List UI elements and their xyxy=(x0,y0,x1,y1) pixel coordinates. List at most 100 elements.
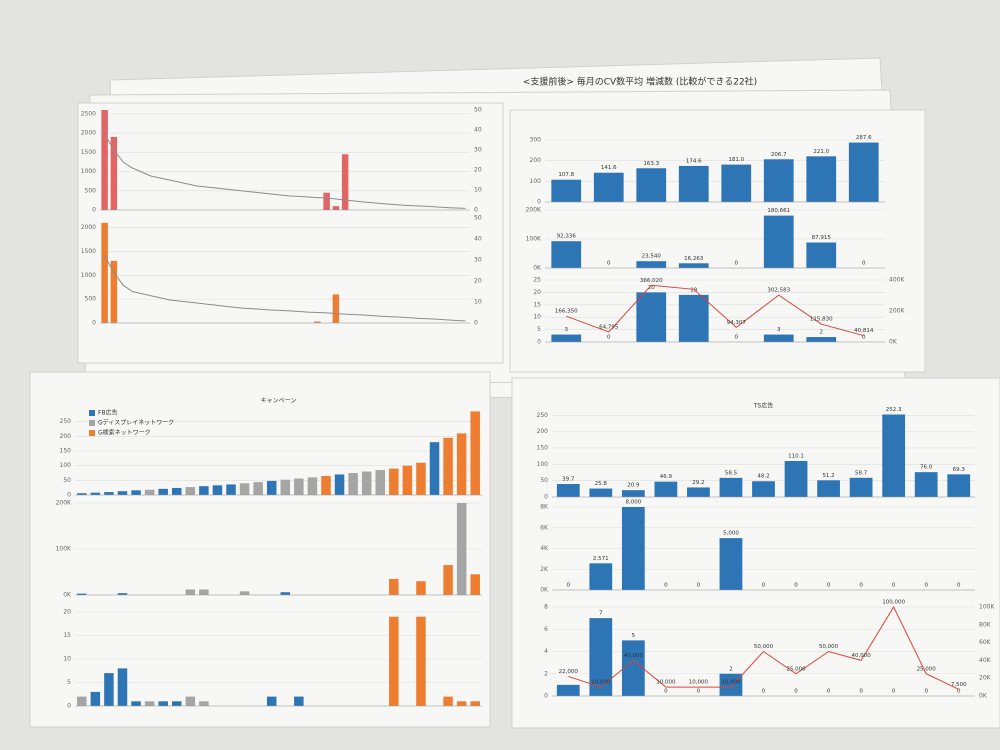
bar xyxy=(131,490,141,495)
bar xyxy=(307,477,318,495)
bar xyxy=(806,337,837,342)
data-label: 87,915 xyxy=(812,235,832,241)
bar xyxy=(389,468,399,495)
bar xyxy=(185,696,196,706)
data-label: 50,000 xyxy=(819,644,839,650)
bar xyxy=(77,593,87,595)
tick-label: 0K xyxy=(533,265,542,272)
sheet xyxy=(77,102,504,364)
data-label: 20.9 xyxy=(627,483,640,489)
tick-label: 0K xyxy=(540,587,549,594)
bar xyxy=(678,294,709,342)
data-label: 10,000 xyxy=(656,680,676,686)
bar xyxy=(556,484,580,497)
legend-label: FB広告 xyxy=(98,409,118,417)
line xyxy=(104,255,466,322)
data-label: 287.6 xyxy=(856,135,872,141)
tick-label: 60K xyxy=(979,639,992,646)
bar xyxy=(280,592,291,595)
tick-label: 200K xyxy=(889,308,905,315)
data-label: 40,814 xyxy=(854,328,874,334)
tick-label: 400K xyxy=(889,277,905,284)
bar xyxy=(199,486,209,495)
tick-label: 4K xyxy=(540,545,549,552)
bar xyxy=(348,473,358,495)
tick-label: 0 xyxy=(67,492,71,499)
bar xyxy=(172,701,182,706)
bar xyxy=(589,488,613,497)
data-label: 0 xyxy=(859,583,863,589)
tick-label: 6 xyxy=(544,626,548,633)
tick-label: 80K xyxy=(979,621,992,628)
tick-label: 100 xyxy=(60,462,72,469)
data-label: 0 xyxy=(924,689,928,695)
data-label: 0 xyxy=(762,583,766,589)
header: <支援前後> 毎月のCV数平均 増減数 (比較ができる22社) xyxy=(523,76,757,88)
tick-label: 250 xyxy=(537,412,549,419)
tick-label: 10 xyxy=(533,314,541,321)
bar xyxy=(456,503,467,595)
tick-label: 20 xyxy=(474,167,482,174)
bar xyxy=(375,470,385,495)
line xyxy=(104,133,466,209)
bar xyxy=(110,260,118,323)
data-label: 252.3 xyxy=(886,407,902,413)
tick-label: 200K xyxy=(526,207,542,214)
tick-label: 500 xyxy=(85,187,97,194)
tick-label: 150 xyxy=(60,448,72,455)
bar xyxy=(763,215,794,268)
bar xyxy=(294,696,304,706)
bar xyxy=(589,618,613,696)
tick-label: 1500 xyxy=(81,248,96,255)
tick-label: 0K xyxy=(63,592,72,599)
bar xyxy=(104,492,114,495)
tick-label: 20K xyxy=(979,675,992,682)
tick-label: 1000 xyxy=(81,272,96,279)
data-label: 0 xyxy=(827,583,831,589)
tick-label: 200 xyxy=(60,433,72,440)
tick-label: 200 xyxy=(530,157,542,164)
tick-label: 0K xyxy=(979,693,988,700)
data-label: 64,795 xyxy=(599,324,619,330)
bar xyxy=(806,242,837,268)
bar xyxy=(280,479,291,495)
bar xyxy=(77,493,87,495)
legend-label: Gディスプレイネットワーク xyxy=(98,419,174,427)
bar xyxy=(239,483,250,495)
tick-label: 0 xyxy=(544,494,548,501)
bar xyxy=(314,321,321,323)
bar xyxy=(321,475,331,495)
data-label: 58.7 xyxy=(855,470,868,476)
bar xyxy=(144,701,155,706)
bar xyxy=(849,477,873,497)
data-label: 0 xyxy=(862,335,866,341)
tick-label: 50 xyxy=(474,107,482,114)
data-label: 0 xyxy=(664,583,668,589)
tick-label: 0 xyxy=(537,199,541,206)
data-label: 29.2 xyxy=(692,480,704,486)
tick-label: 100K xyxy=(526,236,542,243)
data-label: 100,000 xyxy=(882,600,905,606)
tick-label: 15 xyxy=(533,301,541,308)
tick-label: 30 xyxy=(474,257,482,264)
bar xyxy=(341,154,349,210)
data-label: 25,000 xyxy=(917,666,937,672)
bar xyxy=(117,593,128,595)
bar xyxy=(90,492,101,495)
tick-label: 20 xyxy=(474,278,482,285)
tick-label: 200 xyxy=(537,428,549,435)
bar xyxy=(947,474,971,497)
data-label: 0 xyxy=(957,583,961,589)
bar xyxy=(101,110,108,210)
bar xyxy=(593,172,624,202)
bar xyxy=(172,487,182,495)
data-label: 3 xyxy=(565,327,569,333)
bar xyxy=(361,471,372,495)
tick-label: 10 xyxy=(474,299,482,306)
tick-label: 1000 xyxy=(81,168,96,175)
tick-label: 0 xyxy=(92,320,96,327)
data-label: 5,000 xyxy=(723,531,739,537)
bar xyxy=(817,480,840,497)
data-label: 110.1 xyxy=(788,454,804,460)
